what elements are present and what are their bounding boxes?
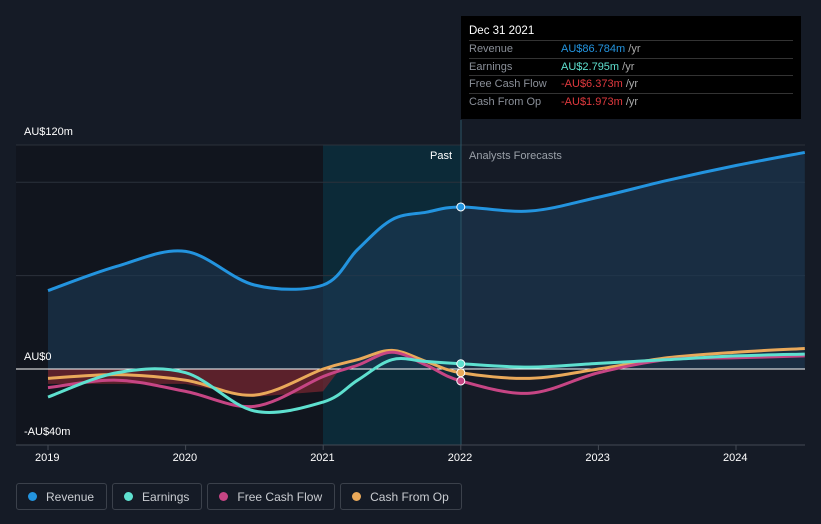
past-label: Past xyxy=(430,150,453,162)
ytick-label: AU$0 xyxy=(24,351,52,363)
tooltip-label: Free Cash Flow xyxy=(469,78,547,90)
series-point xyxy=(456,359,466,369)
tooltip-unit: /yr xyxy=(622,60,635,73)
tooltip-row: Revenue AU$86.784m /yr xyxy=(469,40,793,58)
tooltip-label: Cash From Op xyxy=(469,95,542,108)
legend-label: Free Cash Flow xyxy=(237,489,323,504)
tooltip-amount: AU$2.795m xyxy=(561,60,620,73)
tooltip: Dec 31 2021 Revenue AU$86.784m /yr Earning… xyxy=(461,16,801,119)
tooltip-row: Cash From Op -AU$1.973m /yr xyxy=(469,92,793,111)
legend-item-earnings[interactable]: Earnings xyxy=(112,483,203,510)
tooltip-value: AU$86.784m /yr xyxy=(561,41,641,58)
tooltip-label: Revenue xyxy=(469,43,514,55)
tooltip-row: Free Cash Flow -AU$6.373m /yr xyxy=(469,75,793,93)
legend-item-free-cash-flow[interactable]: Free Cash Flow xyxy=(207,483,336,510)
series-line-revenue xyxy=(47,150,806,293)
tooltip-amount: AU$86.784m xyxy=(561,43,626,55)
ytick-label: AU$120m xyxy=(24,126,73,138)
legend-dot-icon xyxy=(124,492,134,501)
tooltip-unit: /yr xyxy=(628,43,641,55)
tooltip-value: AU$2.795m /yr xyxy=(561,59,634,76)
forecast-label: Analysts Forecasts xyxy=(469,150,562,162)
xtick-label: 2022 xyxy=(447,452,473,464)
legend-item-revenue[interactable]: Revenue xyxy=(16,483,108,510)
ytick-label: -AU$40m xyxy=(24,426,71,438)
xtick-label: 2019 xyxy=(35,452,60,464)
legend-label: Earnings xyxy=(142,489,190,504)
tooltip-label: Earnings xyxy=(469,60,513,73)
tooltip-row: Earnings AU$2.795m /yr xyxy=(469,57,793,76)
series-line-cash-from-op xyxy=(47,346,805,397)
legend-dot-icon xyxy=(352,492,362,501)
tooltip-value: -AU$6.373m /yr xyxy=(561,76,638,93)
legend: Revenue Earnings Free Cash Flow Cash From O… xyxy=(16,483,462,510)
series-point xyxy=(456,376,466,386)
series-point xyxy=(456,368,466,378)
xtick-label: 2024 xyxy=(723,452,748,464)
tooltip-unit: /yr xyxy=(625,78,639,90)
series-point xyxy=(456,202,466,212)
revenue-area xyxy=(48,152,805,369)
legend-item-cash-from-op[interactable]: Cash From Op xyxy=(340,483,462,510)
legend-dot-icon xyxy=(219,492,229,501)
legend-dot-icon xyxy=(28,492,37,501)
legend-label: Cash From Op xyxy=(370,489,449,504)
xtick-label: 2021 xyxy=(310,452,335,464)
legend-label: Revenue xyxy=(46,489,95,504)
xtick-label: 2023 xyxy=(585,452,610,464)
xtick-label: 2020 xyxy=(172,452,198,464)
tooltip-amount: -AU$1.973m xyxy=(561,95,623,108)
tooltip-unit: /yr xyxy=(625,95,639,108)
tooltip-date: Dec 31 2021 xyxy=(469,25,535,37)
series-line-earnings xyxy=(47,352,805,414)
tooltip-value: -AU$1.973m /yr xyxy=(561,94,638,111)
tooltip-amount: -AU$6.373m xyxy=(561,78,623,90)
